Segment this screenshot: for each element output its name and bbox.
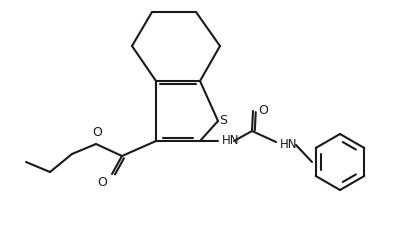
Text: O: O (92, 126, 102, 139)
Text: O: O (258, 105, 268, 117)
Text: HN: HN (280, 138, 297, 150)
Text: S: S (219, 113, 227, 127)
Text: HN: HN (222, 135, 240, 147)
Text: O: O (97, 176, 107, 189)
